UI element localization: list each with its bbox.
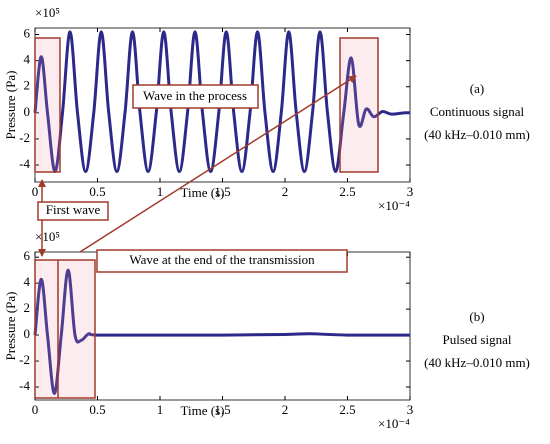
y-tick-label: -4 (19, 378, 30, 393)
plot-area (34, 251, 411, 401)
y-tick-label: 0 (24, 104, 31, 119)
x-axis-label: Time (s) (181, 185, 225, 200)
y-tick-label: 0 (24, 326, 31, 341)
x-tick-label: 2 (282, 402, 289, 417)
annotations (34, 37, 379, 399)
label-box (96, 249, 348, 273)
caption: Pulsed signal (443, 332, 512, 347)
y-tick-label: 2 (24, 300, 31, 315)
x-exponent: ×10⁻⁴ (378, 198, 410, 213)
x-tick-label: 0 (32, 402, 39, 417)
x-tick-label: 3 (407, 402, 414, 417)
x-tick-label: 1 (157, 402, 164, 417)
x-tick-label: 2.5 (339, 184, 355, 199)
y-tick-label: 4 (24, 274, 31, 289)
x-axis-label: Time (s) (181, 403, 225, 418)
highlight-box (34, 37, 61, 173)
caption: (40 kHz–0.010 mm) (424, 127, 530, 142)
y-axis-label: Pressure (Pa) (3, 71, 18, 140)
panel-label: (b) (469, 309, 484, 324)
highlight-box (339, 37, 379, 173)
signal-line (33, 268, 411, 396)
y-tick-label: 2 (24, 78, 31, 93)
x-tick-label: 0.5 (89, 402, 105, 417)
label-box (132, 84, 259, 109)
y-tick-label: 4 (24, 52, 31, 67)
y-tick-label: -4 (19, 156, 30, 171)
x-tick-label: 0 (32, 184, 39, 199)
x-tick-label: 2.5 (339, 402, 355, 417)
x-tick-label: 1.5 (214, 184, 230, 199)
y-exponent: ×10⁵ (35, 5, 60, 20)
y-axis-label: Pressure (Pa) (3, 292, 18, 361)
annotation: Wave at the end of the transmission (129, 252, 315, 267)
x-tick-label: 0.5 (89, 184, 105, 199)
label-box (37, 201, 109, 221)
x-tick-label: 3 (407, 184, 414, 199)
y-tick-label: 6 (24, 248, 31, 263)
highlight-box (34, 259, 96, 399)
x-tick-label: 1.5 (214, 402, 230, 417)
x-exponent: ×10⁻⁴ (378, 416, 410, 431)
annotation: Wave in the process (143, 88, 247, 103)
arrow (79, 75, 357, 253)
x-tick-label: 1 (157, 184, 164, 199)
y-exponent: ×10⁵ (35, 229, 60, 244)
y-tick-label: -2 (19, 352, 30, 367)
y-tick-label: 6 (24, 26, 31, 41)
y-tick-label: -2 (19, 130, 30, 145)
x-tick-label: 2 (282, 184, 289, 199)
caption: Continuous signal (430, 104, 525, 119)
panel-label: (a) (470, 81, 484, 96)
plots: 0 0.5 1 1.5 2 2.5 3 -4 -2 0 2 4 6 Time (s) ×10⁻⁴ ×10⁵ Pr… (3, 5, 530, 431)
caption: (40 kHz–0.010 mm) (424, 355, 530, 370)
annotation: First wave (46, 202, 101, 217)
